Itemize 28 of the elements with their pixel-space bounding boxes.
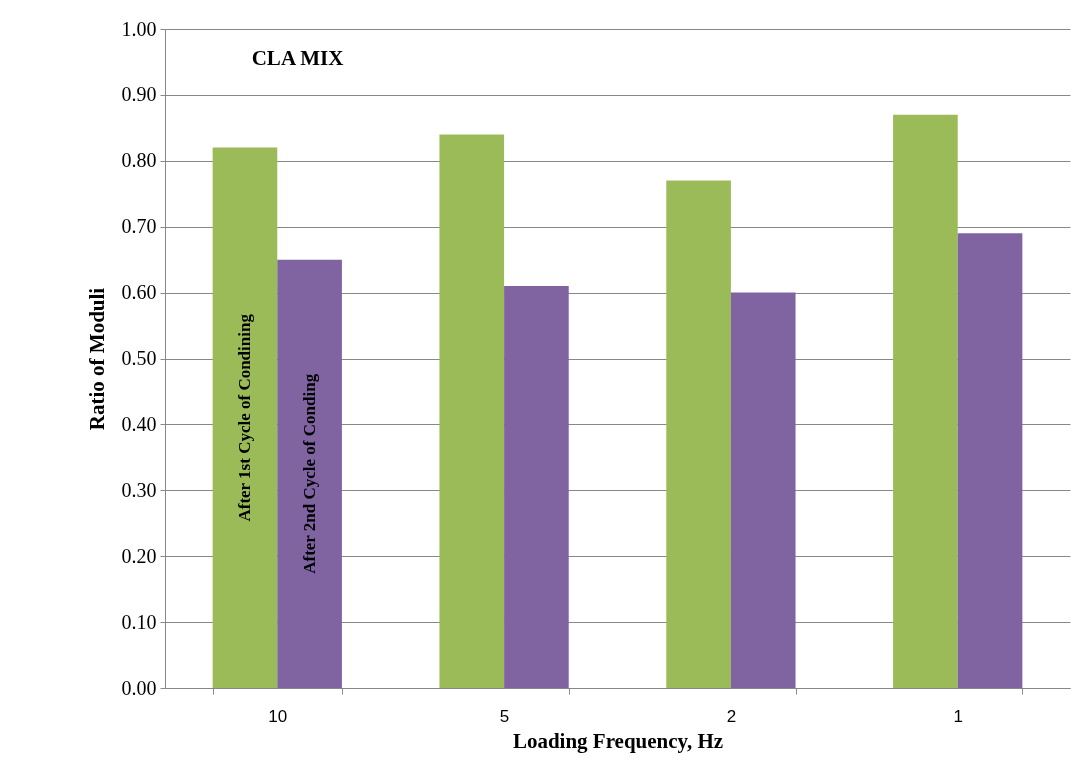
y-tick-label: 0.40 <box>121 412 157 435</box>
series-label: After 2nd Cycle of Conding <box>299 373 319 574</box>
x-tick-label: 10 <box>268 706 288 726</box>
bar <box>666 180 731 688</box>
y-tick-label: 0.70 <box>121 215 157 238</box>
text: CLA MIX <box>251 46 344 70</box>
y-tick-label: 0.20 <box>121 544 157 567</box>
bar <box>504 286 569 688</box>
y-tick-label: 0.60 <box>121 281 157 304</box>
x-tick-label: 1 <box>953 706 963 726</box>
x-axis-title: Loading Frequency, Hz <box>512 728 724 753</box>
bar <box>957 233 1023 688</box>
y-tick-label: 0.30 <box>121 478 157 501</box>
bar <box>439 134 505 688</box>
x-tick-label: 2 <box>726 706 737 726</box>
y-tick-label: 1.00 <box>121 17 157 40</box>
y-tick-label: 0.90 <box>121 83 157 106</box>
y-tick-label: 0.80 <box>121 149 157 172</box>
x-tick-label: 5 <box>499 706 510 726</box>
y-axis-title: Ratio of Moduli <box>84 287 109 431</box>
bar <box>893 114 958 688</box>
bar <box>277 259 342 688</box>
y-tick-label: 0.00 <box>121 676 157 699</box>
bar <box>212 147 278 688</box>
y-tick-label: 0.10 <box>121 610 157 633</box>
y-tick-label: 0.50 <box>121 347 157 369</box>
bar <box>730 292 796 688</box>
series-label: After 1st Cycle of Condining <box>234 313 254 522</box>
